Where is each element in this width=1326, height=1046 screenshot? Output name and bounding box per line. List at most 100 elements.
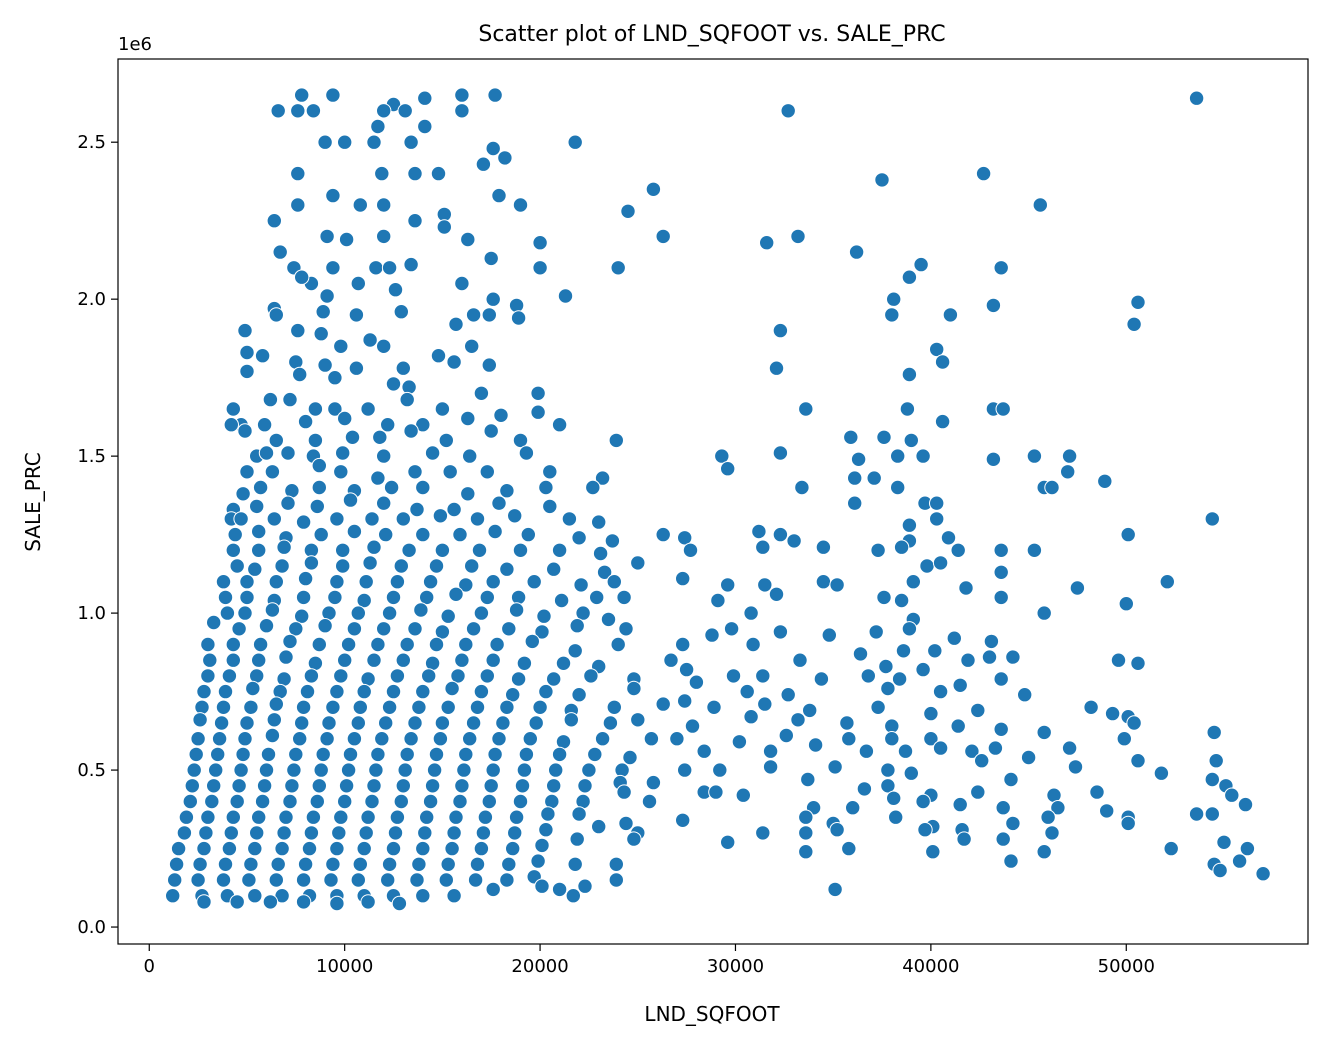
data-point: [1016, 687, 1033, 703]
data-point: [315, 746, 331, 763]
data-point: [452, 526, 468, 543]
data-point: [591, 514, 607, 530]
data-point: [426, 762, 443, 778]
plot-frame: [117, 58, 1309, 945]
data-point: [1083, 699, 1099, 715]
data-point: [383, 479, 400, 496]
data-point: [546, 671, 562, 687]
data-point: [512, 432, 529, 449]
data-point: [247, 561, 263, 577]
data-point: [454, 778, 470, 794]
data-point: [303, 668, 320, 684]
data-point: [970, 702, 986, 719]
data-point: [385, 683, 402, 700]
data-point: [237, 605, 253, 621]
data-point: [884, 307, 900, 323]
data-point: [366, 134, 382, 150]
data-point: [551, 881, 568, 898]
data-point: [510, 671, 527, 687]
data-point: [1212, 862, 1228, 879]
data-point: [262, 894, 279, 910]
data-point: [264, 727, 281, 744]
data-point: [581, 762, 597, 778]
data-point: [317, 618, 333, 634]
x-tick-label: 30000: [707, 956, 764, 977]
data-point: [415, 840, 431, 857]
data-point: [929, 511, 945, 527]
data-point: [829, 822, 845, 838]
data-point: [464, 338, 480, 354]
data-point: [247, 840, 263, 857]
data-point: [432, 508, 449, 524]
data-point: [899, 401, 916, 417]
data-point: [417, 90, 433, 106]
data-point: [880, 680, 896, 697]
data-point: [360, 809, 376, 825]
data-point: [473, 605, 490, 621]
data-point: [266, 712, 282, 728]
data-point: [678, 661, 695, 678]
data-point: [1036, 605, 1052, 621]
data-point: [448, 809, 464, 825]
data-point: [348, 360, 365, 376]
data-point: [960, 652, 976, 668]
data-point: [342, 492, 359, 508]
data-point: [344, 429, 361, 445]
data-point: [417, 118, 433, 135]
data-point: [790, 228, 806, 245]
data-point: [993, 260, 1009, 276]
data-point: [483, 423, 499, 439]
data-point: [1069, 580, 1086, 596]
data-point: [508, 297, 525, 314]
data-point: [530, 853, 546, 869]
data-point: [932, 683, 949, 700]
data-point: [1163, 840, 1179, 857]
data-point: [901, 366, 918, 383]
data-point: [1120, 526, 1136, 543]
data-point: [712, 762, 728, 778]
data-point: [243, 856, 259, 872]
data-point: [608, 432, 624, 449]
data-point: [555, 655, 572, 671]
data-point: [243, 699, 259, 715]
data-point: [325, 260, 341, 276]
data-point: [288, 746, 304, 763]
data-point: [645, 181, 662, 198]
data-point: [845, 800, 861, 816]
data-point: [1130, 294, 1146, 310]
data-point: [1040, 809, 1056, 825]
data-point: [499, 872, 515, 888]
data-point: [975, 165, 992, 182]
data-point: [616, 784, 632, 800]
data-point: [677, 530, 693, 546]
data-point: [399, 391, 415, 408]
data-point: [200, 668, 216, 684]
data-point: [290, 197, 306, 213]
data-point: [798, 809, 814, 825]
data-point: [462, 731, 478, 747]
data-point: [297, 856, 314, 872]
data-point: [419, 589, 435, 606]
data-point: [260, 746, 277, 763]
data-point: [282, 391, 298, 408]
data-point: [995, 831, 1011, 847]
data-point: [350, 715, 366, 731]
data-point: [630, 555, 646, 571]
data-point: [303, 825, 320, 841]
y-tick-label: 1.5: [77, 446, 106, 467]
data-point: [927, 643, 943, 659]
data-point: [1126, 715, 1142, 731]
data-point: [1153, 765, 1170, 781]
data-point: [917, 822, 933, 838]
data-point: [993, 564, 1009, 580]
data-point: [1060, 464, 1076, 480]
data-point: [206, 614, 222, 631]
data-point: [1032, 197, 1049, 213]
data-point: [499, 699, 515, 715]
data-point: [501, 621, 517, 637]
data-point: [200, 636, 216, 653]
data-point: [483, 250, 499, 267]
data-point: [934, 354, 951, 370]
data-point: [485, 291, 501, 307]
data-point: [483, 778, 499, 794]
